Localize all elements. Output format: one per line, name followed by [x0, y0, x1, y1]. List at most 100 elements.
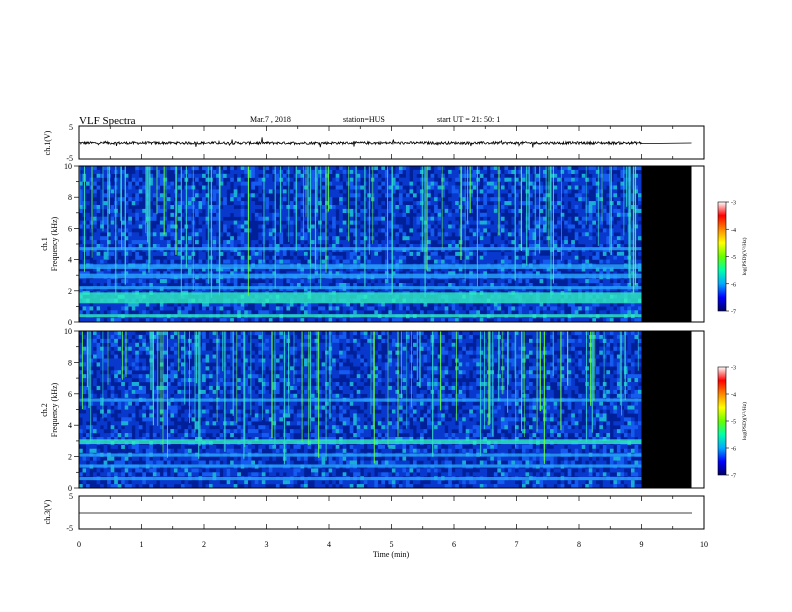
spectrogram-cell: [93, 302, 97, 307]
spectrogram-cell: [304, 244, 308, 249]
spectrogram-cell: [437, 185, 442, 190]
spectrogram-cell: [504, 205, 509, 210]
spectrogram-cell: [349, 185, 354, 190]
spectrogram-cell: [223, 208, 227, 213]
spectrogram-cell: [490, 185, 495, 190]
spectrogram-cell: [479, 350, 484, 355]
spectrogram-cell: [384, 240, 389, 245]
spectrogram-cell: [486, 310, 491, 315]
spectrogram-cell: [599, 350, 604, 355]
spectrogram-cell: [93, 205, 97, 210]
spectrogram-cell: [553, 205, 558, 210]
spectrogram-cell: [332, 338, 336, 343]
spectrogram-cell: [131, 232, 136, 237]
spectrogram-cell: [296, 310, 301, 315]
spectrogram-cell: [244, 310, 248, 315]
spectrogram-band: [79, 292, 642, 304]
spectrogram-cell: [567, 228, 572, 233]
spectrogram-cell: [465, 331, 470, 336]
spectrogram-cell: [142, 240, 146, 245]
spectrogram-cell: [121, 220, 125, 225]
spectrogram-cell: [254, 306, 259, 311]
spectrogram-cell: [100, 228, 104, 233]
spectrogram-cell: [237, 169, 241, 174]
spectrogram-cell: [613, 346, 618, 351]
spectrogram-cell: [546, 185, 551, 190]
spectrogram-cell: [550, 346, 554, 351]
spectrogram-cell: [391, 334, 396, 340]
spectrogram-cell: [311, 318, 315, 323]
spectrogram-cell: [595, 166, 600, 171]
spectrogram-cell: [416, 306, 421, 311]
spectrogram-cell: [388, 354, 393, 359]
spectrogram-cell: [532, 331, 537, 336]
spectrogram-cell: [490, 177, 495, 182]
spectrogram-cell: [342, 259, 347, 264]
spectrogram-cell: [599, 240, 604, 245]
spectrogram-cell: [514, 334, 519, 340]
spectrogram-cell: [585, 255, 589, 260]
spectrogram-cell: [571, 342, 575, 347]
spectrogram-cell: [560, 338, 565, 343]
spectrogram-cell: [602, 283, 607, 288]
spectrogram-cell: [370, 244, 375, 249]
spectrogram-cell: [427, 236, 431, 241]
spectrogram-cell: [416, 232, 421, 237]
spectrogram-cell: [553, 240, 558, 245]
spectrogram-cell: [135, 201, 139, 206]
spectrogram-cell: [128, 251, 132, 256]
spectrogram-cell: [187, 283, 192, 288]
spectrogram-cell: [613, 173, 618, 178]
spectrogram-cell: [353, 283, 357, 288]
spectrogram-cell: [627, 338, 632, 343]
spectrogram-cell: [296, 216, 301, 221]
spectrogram-cell: [349, 181, 354, 186]
spectrogram-cell: [107, 283, 111, 288]
spectrogram-cell: [205, 259, 210, 264]
spectrogram-cell: [363, 346, 368, 351]
spectrogram-cell: [564, 244, 568, 249]
spectrogram-cell: [430, 197, 435, 202]
spectrogram-cell: [131, 201, 136, 206]
spectrogram-cell: [567, 173, 572, 178]
spectrogram-cell: [202, 318, 206, 323]
spectrogram-cell: [553, 169, 558, 174]
spectrogram-cell: [159, 354, 164, 359]
spectrogram-cell: [451, 346, 456, 351]
spectrogram-cell: [571, 259, 575, 264]
spectrogram-cell: [444, 342, 449, 347]
spectrogram-cell: [152, 212, 157, 217]
spectrogram-cell: [296, 306, 301, 311]
spectrogram-cell: [342, 169, 347, 174]
spectrogram-cell: [328, 169, 333, 174]
spectrogram-cell: [265, 166, 270, 171]
spectrogram-cell: [131, 279, 136, 284]
spectrogram-cell: [230, 177, 234, 182]
spectrogram-cell: [514, 205, 519, 210]
spectrogram-cell: [451, 197, 456, 202]
spectrogram-cell: [363, 279, 368, 284]
spectrogram-cell: [184, 350, 189, 355]
spectrogram-cell: [145, 310, 150, 315]
spectrogram-cell: [469, 279, 473, 284]
spectrogram-cell: [110, 334, 115, 340]
spectrogram-cell: [321, 271, 326, 276]
spectrogram-cell: [318, 318, 322, 323]
spectrogram-cell: [416, 244, 421, 249]
spectrogram-cell: [202, 255, 206, 260]
spectrogram-cell: [226, 346, 231, 351]
spectrogram-cell: [630, 302, 635, 307]
spectrogram-cell: [198, 251, 203, 256]
spectrogram-cell: [412, 334, 417, 340]
spectrogram-cell: [89, 346, 94, 351]
spectrogram-cell: [437, 255, 442, 260]
spectrogram-cell: [353, 346, 357, 351]
spectrogram-cell: [152, 354, 157, 359]
spectrogram-cell: [437, 283, 442, 288]
spectrogram-cell: [571, 197, 575, 202]
spectrogram-cell: [272, 279, 277, 284]
spectrogram-cell: [500, 216, 505, 221]
spectrogram-cell: [124, 302, 129, 307]
spectrogram-cell: [230, 197, 234, 202]
ch1-spectrogram-image: [79, 166, 692, 323]
